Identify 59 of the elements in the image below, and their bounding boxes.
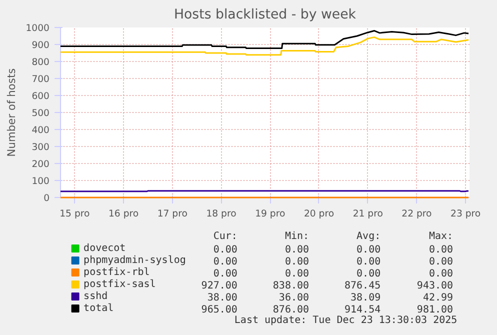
text: 876.45 bbox=[344, 280, 381, 292]
x-tick-label: 16 pro bbox=[108, 208, 139, 220]
text: 0.00 bbox=[284, 256, 310, 268]
text: Avg: bbox=[356, 231, 381, 242]
text: 38.00 bbox=[207, 292, 238, 304]
y-tick-label: 400 bbox=[32, 125, 50, 136]
y-tick-label: 500 bbox=[32, 108, 50, 119]
y-tick-label: 0 bbox=[44, 193, 50, 204]
x-tick-label: 22 pro bbox=[402, 208, 432, 220]
y-tick-label: 600 bbox=[32, 91, 50, 102]
text: 838.00 bbox=[272, 280, 310, 292]
legend-label: total bbox=[84, 303, 114, 314]
text: 0.00 bbox=[428, 256, 454, 268]
x-tick-label: 21 pro bbox=[352, 208, 384, 220]
text: 981.00 bbox=[416, 304, 454, 316]
x-tick-label: 23 pro bbox=[450, 208, 481, 220]
y-tick-label: 1000 bbox=[26, 23, 50, 34]
text: 0.00 bbox=[213, 244, 238, 256]
x-tick-label: 15 pro bbox=[60, 208, 90, 220]
y-tick-label: 200 bbox=[32, 159, 50, 170]
y-tick-label: 700 bbox=[32, 74, 50, 85]
text: Last update: Tue Dec 23 13:30:03 2025 bbox=[234, 315, 458, 326]
x-tick-label: 20 pro bbox=[304, 208, 334, 220]
x-tick-label: 18 pro bbox=[206, 208, 237, 220]
text: 965.00 bbox=[201, 304, 238, 316]
text: 0.00 bbox=[428, 244, 454, 256]
text: 38.09 bbox=[350, 292, 381, 304]
x-tick-label: 19 pro bbox=[255, 208, 286, 220]
text: 0.00 bbox=[356, 256, 381, 268]
legend-label: postfix-rbl bbox=[84, 267, 150, 278]
y-tick-label: 100 bbox=[32, 176, 50, 187]
legend-label: sshd bbox=[84, 291, 108, 302]
y-tick-label: 900 bbox=[32, 40, 50, 51]
text: 876.00 bbox=[272, 304, 310, 316]
text: 0.00 bbox=[428, 268, 454, 280]
legend-label: postfix-sasl bbox=[84, 279, 156, 290]
text: 0.00 bbox=[213, 268, 238, 280]
line-series bbox=[60, 36, 470, 56]
text: Min: bbox=[284, 231, 310, 242]
text: Max: bbox=[428, 231, 454, 242]
text: 927.00 bbox=[201, 280, 238, 292]
text: 36.00 bbox=[278, 292, 310, 304]
y-tick-label: 300 bbox=[32, 142, 50, 153]
line-series bbox=[60, 30, 470, 49]
text: 0.00 bbox=[213, 256, 238, 268]
y-axis-title: Number of hosts bbox=[4, 68, 18, 157]
y-tick-label: 800 bbox=[32, 57, 50, 68]
text: 0.00 bbox=[356, 244, 381, 256]
text: 0.00 bbox=[284, 244, 310, 256]
legend-label: dovecot bbox=[84, 243, 126, 254]
x-tick-label: 17 pro bbox=[157, 208, 188, 220]
text: 0.00 bbox=[356, 268, 381, 280]
chart-title: Hosts blacklisted - by week bbox=[174, 8, 356, 22]
text: Cur: bbox=[213, 231, 238, 242]
legend-label: phpmyadmin-syslog bbox=[84, 255, 186, 266]
text: 914.54 bbox=[344, 304, 381, 316]
text: 0.00 bbox=[284, 268, 310, 280]
text: 42.99 bbox=[422, 292, 454, 304]
text: 943.00 bbox=[416, 280, 454, 292]
